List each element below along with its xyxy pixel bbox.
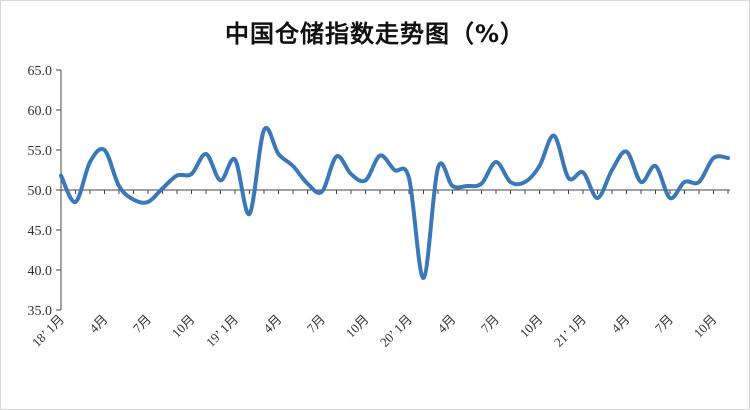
y-axis-ticks: 35.0 40.0 45.0 50.0 55.0 60.0 65.0 bbox=[28, 64, 61, 319]
series-line bbox=[59, 125, 730, 281]
x-tick-label: 10月 bbox=[517, 312, 546, 341]
y-tick-label: 45.0 bbox=[28, 224, 53, 239]
x-tick-label: 4月 bbox=[86, 312, 110, 336]
y-tick-label: 60.0 bbox=[28, 104, 53, 119]
y-tick-label: 40.0 bbox=[28, 264, 53, 279]
y-tick-label: 55.0 bbox=[28, 144, 53, 159]
x-tick-label: 7月 bbox=[478, 312, 502, 336]
x-tick-label: 10月 bbox=[343, 312, 372, 341]
y-tick-label: 35.0 bbox=[28, 304, 53, 319]
y-tick-label: 50.0 bbox=[28, 184, 53, 199]
y-tick-label: 65.0 bbox=[28, 64, 53, 79]
chart-title: 中国仓储指数走势图（%） bbox=[224, 20, 526, 48]
x-tick-label: 7月 bbox=[130, 312, 154, 336]
x-tick-label: 4月 bbox=[260, 312, 284, 336]
x-tick-label: 21’ 1月 bbox=[551, 312, 589, 350]
x-tick-label: 7月 bbox=[652, 312, 676, 336]
x-axis-ticks: 18’ 1月 4月 7月 10月 19’ 1月 4月 7月 10月 20’ 1月 4月 7月 10月 2… bbox=[29, 190, 729, 350]
x-tick-label: 20’ 1月 bbox=[377, 312, 415, 350]
x-tick-label: 19’ 1月 bbox=[203, 312, 241, 350]
x-tick-label: 4月 bbox=[608, 312, 632, 336]
x-tick-label: 7月 bbox=[304, 312, 328, 336]
x-tick-label: 10月 bbox=[169, 312, 198, 341]
x-tick-label: 4月 bbox=[434, 312, 458, 336]
x-tick-label: 10月 bbox=[691, 312, 720, 341]
